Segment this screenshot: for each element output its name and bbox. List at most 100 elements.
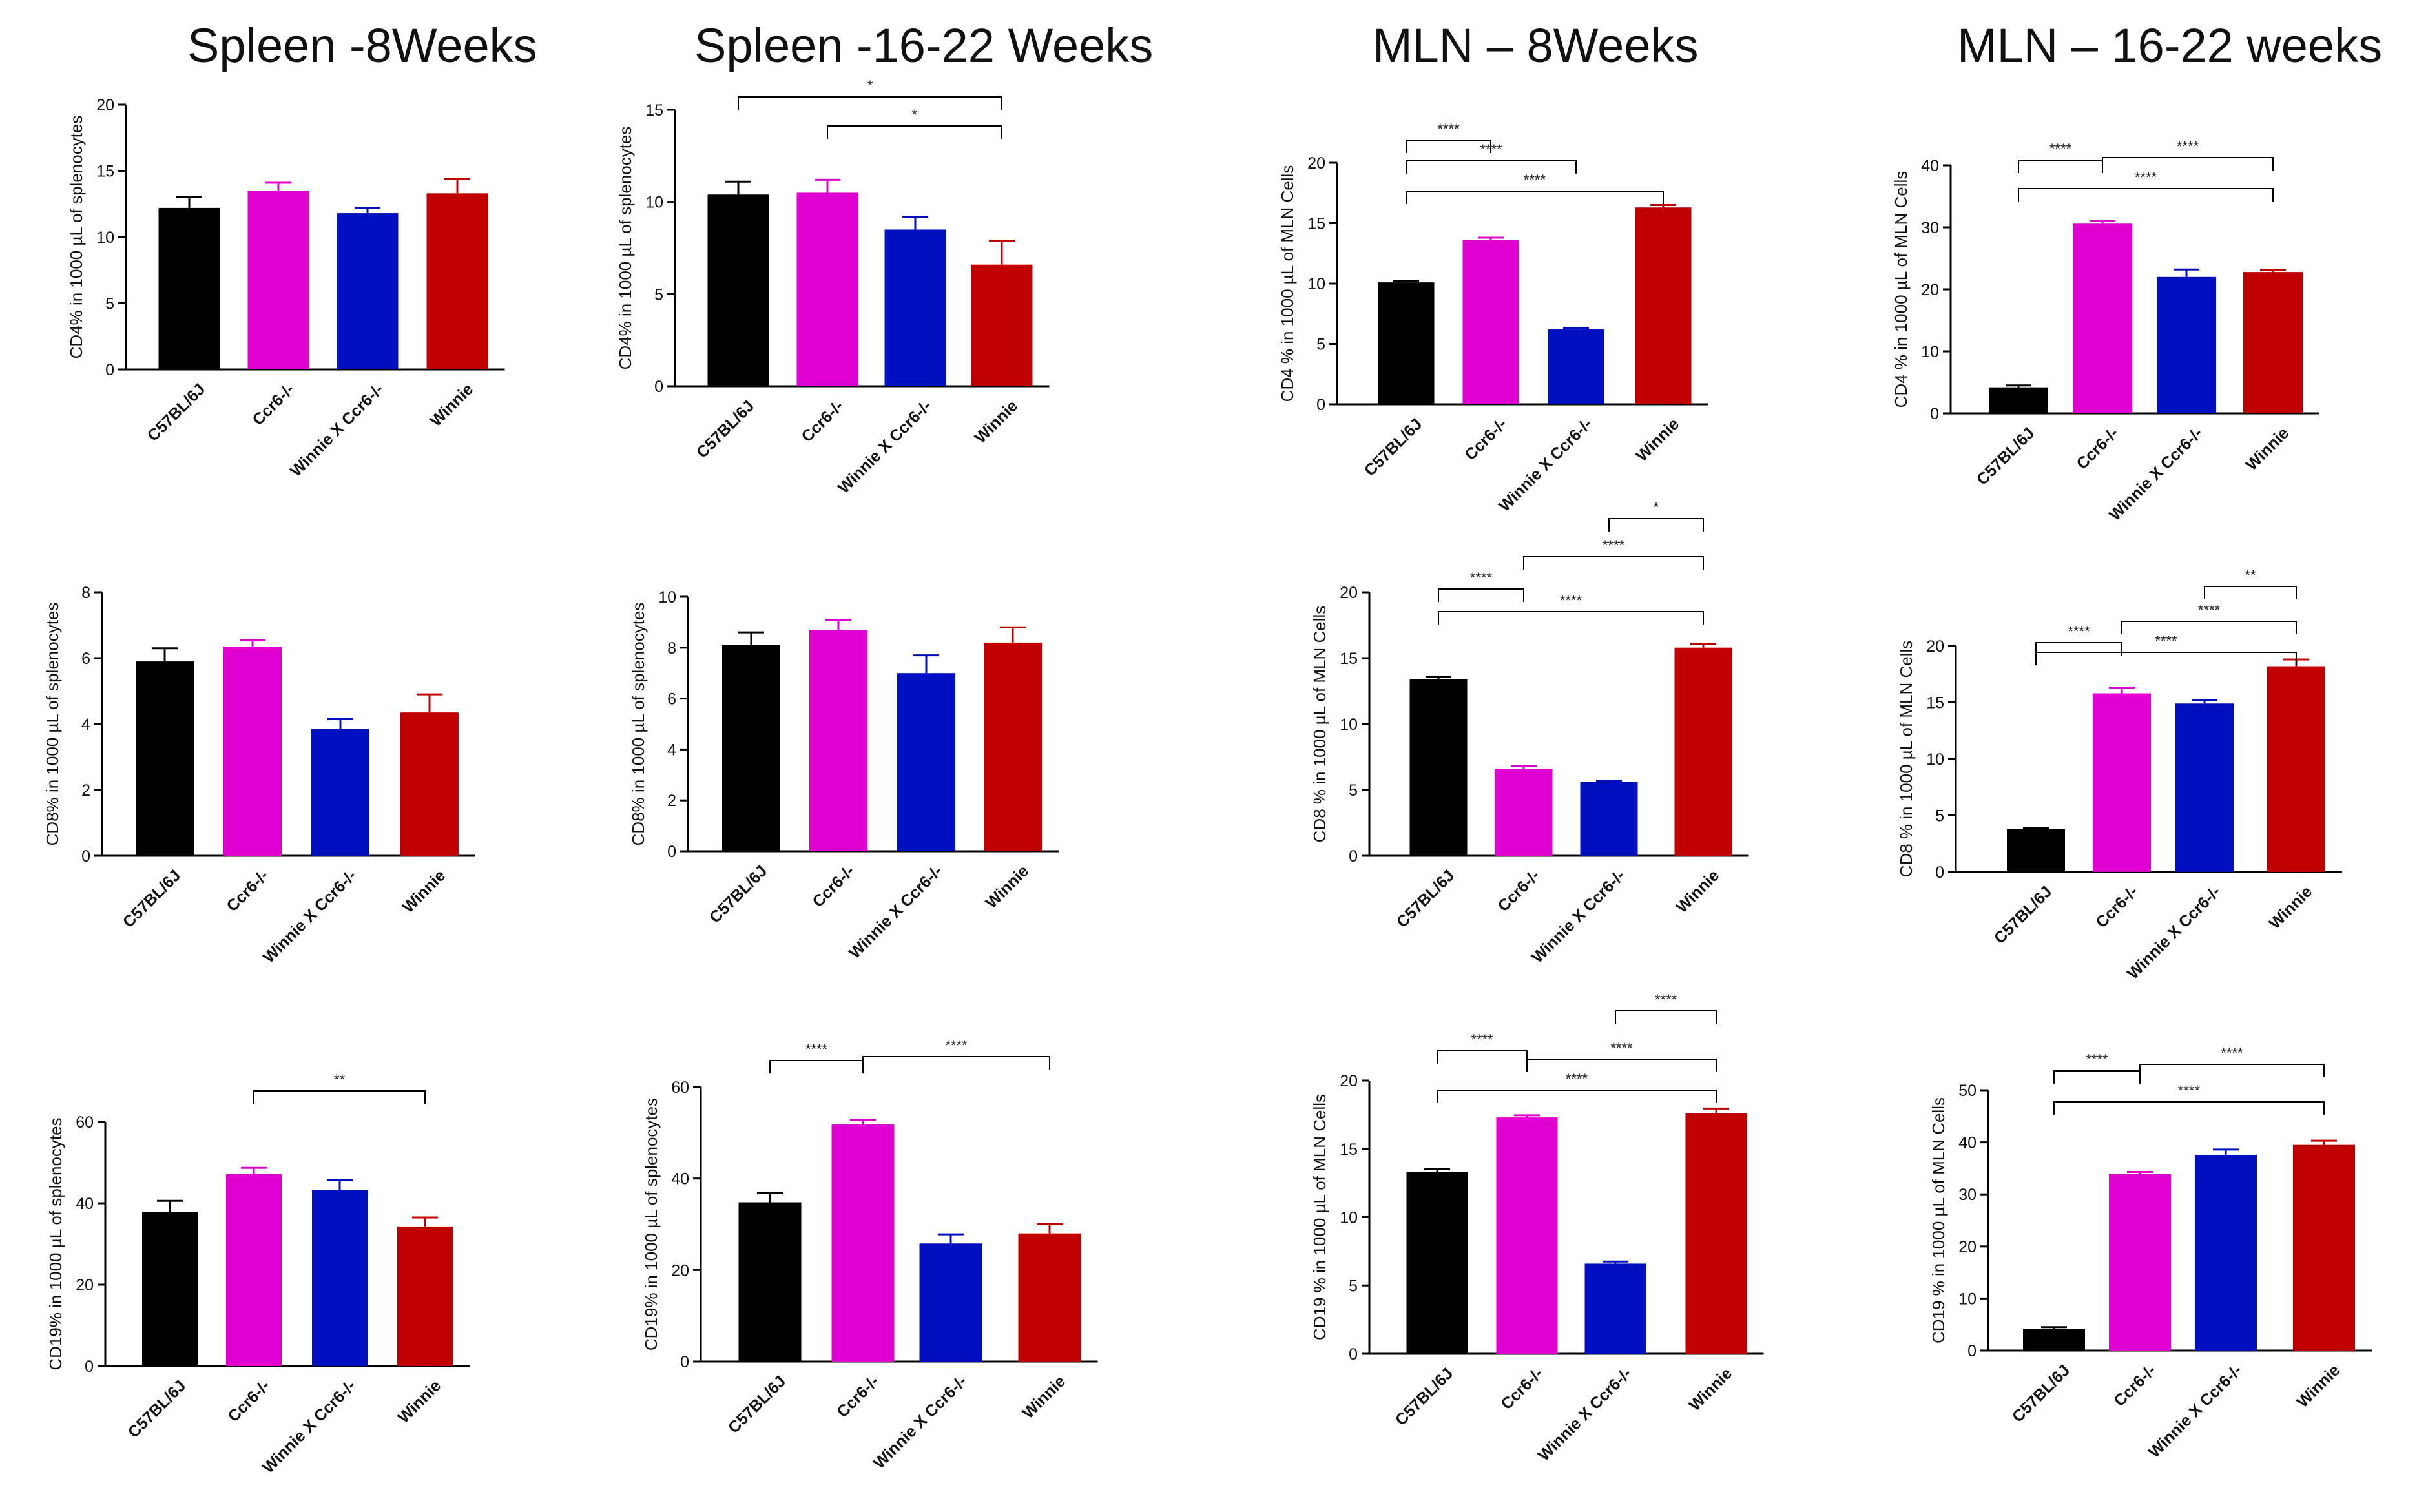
bar-winnie — [2267, 666, 2325, 872]
category-label-winnie-x-ccr6: Winnie X Ccr6-/- — [259, 1376, 359, 1476]
bar-c57bl-6j — [2007, 829, 2065, 872]
y-tick-label: 0 — [680, 1353, 689, 1371]
y-tick-label: 6 — [81, 650, 90, 668]
significance-label: **** — [1566, 1071, 1588, 1087]
category-label-winnie: Winnie — [399, 866, 450, 917]
y-tick-label: 30 — [1958, 1186, 1977, 1204]
bar-winnie-x-ccr6 — [311, 729, 369, 856]
chart-panel-8: 0 5 10 15 20 CD8 % in 1000 µL of MLN Cells C57… — [1896, 567, 2342, 983]
y-tick-label: 15 — [1307, 215, 1325, 233]
column-title-spleen-8w: Spleen -8Weeks — [187, 19, 537, 72]
significance-bracket — [2018, 188, 2274, 202]
y-axis-label: CD4 % in 1000 µL of MLN Cells — [1278, 165, 1297, 402]
category-label-winnie: Winnie — [395, 1376, 445, 1427]
significance-label: **** — [1480, 141, 1502, 158]
y-tick-label: 2 — [667, 792, 676, 810]
significance-bracket — [862, 1056, 1050, 1070]
chart-panel-9: 0 20 40 60 CD19% in 1000 µL of splenocytes C5… — [46, 1072, 470, 1477]
bar-winnie-x-ccr6 — [337, 213, 399, 369]
category-label-winnie-x-ccr6: Winnie X Ccr6-/- — [1535, 1364, 1635, 1464]
significance-bracket — [1437, 1090, 1717, 1103]
bar-c57bl-6j — [1378, 282, 1435, 404]
category-label-c57bl-6j: C57BL/6J — [125, 1376, 189, 1441]
category-label-winnie: Winnie — [1633, 415, 1683, 465]
bar-winnie — [1018, 1233, 1081, 1362]
y-tick-label: 20 — [1921, 281, 1939, 299]
y-tick-label: 6 — [667, 690, 676, 709]
category-label-winnie: Winnie — [1019, 1372, 1070, 1422]
category-label-ccr6: Ccr6-/- — [223, 866, 272, 915]
significance-bracket — [2204, 586, 2297, 599]
bar-ccr6 — [1462, 240, 1519, 404]
y-tick-label: 0 — [1349, 847, 1358, 865]
y-tick-label: 0 — [81, 847, 90, 865]
bar-c57bl-6j — [142, 1212, 198, 1366]
significance-bracket — [2035, 642, 2122, 656]
column-title-mln-8w: MLN – 8Weeks — [1373, 19, 1699, 72]
bar-winnie-x-ccr6 — [897, 673, 955, 851]
bar-c57bl-6j — [1989, 387, 2048, 413]
y-tick-label: 15 — [96, 163, 114, 181]
significance-label: * — [867, 78, 873, 94]
y-tick-label: 20 — [1340, 1072, 1358, 1090]
category-label-c57bl-6j: C57BL/6J — [119, 866, 184, 931]
bar-c57bl-6j — [136, 661, 194, 856]
category-label-c57bl-6j: C57BL/6J — [693, 397, 758, 461]
y-tick-label: 10 — [1926, 751, 1944, 769]
bar-c57bl-6j — [2023, 1329, 2085, 1351]
category-label-c57bl-6j: C57BL/6J — [144, 380, 209, 444]
bar-c57bl-6j — [738, 1202, 802, 1362]
y-axis-label: CD19% in 1000 µL of splenocytes — [46, 1117, 65, 1370]
y-axis-label: CD19 % in 1000 µL of MLN Cells — [1929, 1097, 1948, 1343]
y-tick-label: 15 — [1340, 650, 1358, 668]
y-tick-label: 20 — [1340, 584, 1358, 602]
y-tick-label: 0 — [654, 378, 663, 396]
significance-label: **** — [1603, 537, 1625, 554]
bar-ccr6 — [809, 630, 867, 851]
y-axis-label: CD8 % in 1000 µL of MLN Cells — [1896, 641, 1916, 878]
significance-bracket — [769, 1060, 864, 1073]
category-label-ccr6: Ccr6-/- — [249, 380, 298, 429]
significance-bracket — [1406, 160, 1577, 174]
y-tick-label: 40 — [1921, 157, 1939, 175]
significance-label: * — [1654, 499, 1659, 515]
y-tick-label: 0 — [105, 361, 114, 379]
category-label-ccr6: Ccr6-/- — [1497, 1364, 1546, 1413]
bar-ccr6 — [796, 192, 858, 386]
category-label-ccr6: Ccr6-/- — [2092, 882, 2141, 931]
category-label-c57bl-6j: C57BL/6J — [706, 862, 771, 926]
bar-winnie — [971, 264, 1033, 386]
category-label-winnie-x-ccr6: Winnie X Ccr6-/- — [1495, 415, 1595, 515]
significance-label: **** — [2221, 1045, 2243, 1061]
significance-bracket — [1406, 191, 1664, 204]
y-tick-label: 15 — [645, 101, 663, 119]
significance-label: **** — [2068, 623, 2090, 639]
significance-bracket — [2053, 1101, 2325, 1115]
bar-winnie-x-ccr6 — [919, 1243, 982, 1362]
bar-winnie-x-ccr6 — [312, 1190, 368, 1366]
chart-panel-7: 0 5 10 15 20 CD8 % in 1000 µL of MLN Cells C57… — [1310, 499, 1749, 967]
bar-c57bl-6j — [1406, 1172, 1468, 1354]
column-title-mln-16-22w: MLN – 16-22 weeks — [1957, 19, 2383, 72]
y-tick-label: 10 — [1958, 1290, 1977, 1308]
category-label-winnie: Winnie — [971, 397, 1022, 447]
significance-bracket — [2018, 160, 2103, 173]
y-tick-label: 20 — [76, 1276, 94, 1294]
category-label-ccr6: Ccr6-/- — [1461, 415, 1510, 464]
category-label-winnie: Winnie — [982, 862, 1033, 912]
y-tick-label: 30 — [1921, 219, 1939, 237]
y-tick-label: 20 — [1307, 154, 1325, 172]
significance-bracket — [1438, 611, 1704, 625]
bar-ccr6 — [223, 647, 282, 856]
bar-winnie-x-ccr6 — [1548, 329, 1604, 404]
chart-panel-10: 0 20 40 60 CD19% in 1000 µL of splenocytes C5… — [641, 1037, 1098, 1473]
y-tick-label: 15 — [1926, 694, 1944, 712]
y-tick-label: 10 — [658, 588, 676, 606]
y-tick-label: 0 — [1349, 1345, 1358, 1363]
y-axis-label: CD19 % in 1000 µL of MLN Cells — [1310, 1094, 1329, 1340]
significance-bracket — [2139, 1064, 2325, 1077]
bar-ccr6 — [1496, 1117, 1558, 1354]
y-tick-label: 50 — [1958, 1082, 1977, 1100]
significance-label: ** — [2245, 567, 2256, 583]
category-label-winnie: Winnie — [2243, 424, 2293, 474]
